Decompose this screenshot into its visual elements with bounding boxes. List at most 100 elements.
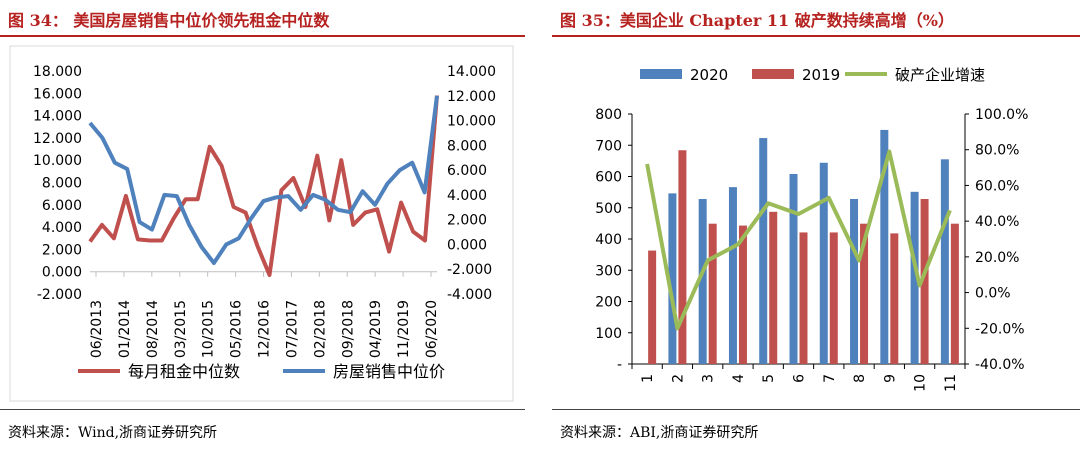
x-tick-label: 6 — [792, 374, 808, 383]
bar-2019-5 — [769, 211, 778, 364]
bar-2019-6 — [799, 232, 808, 364]
bar-2019-4 — [738, 225, 747, 364]
right-y-tick-label: 2.000 — [447, 213, 487, 229]
left-y-tick-label: 14.000 — [33, 109, 82, 125]
legend-label: 2019 — [802, 66, 840, 84]
right-figure-title: 图 35：美国企业 Chapter 11 破产数持续高增（%） — [560, 11, 954, 30]
x-tick-label: 4 — [731, 374, 747, 383]
left-y-tick-label: 6.000 — [42, 198, 82, 214]
right-figure-panel: 图 35：美国企业 Chapter 11 破产数持续高增（%） - 100 200 3… — [552, 0, 1080, 452]
legend-label: 破产企业增速 — [895, 66, 985, 84]
left-y-tick-label: 8.000 — [42, 176, 82, 192]
left-y-tick-label: 4.000 — [42, 220, 82, 236]
left-title-rule — [0, 35, 525, 37]
left-y-tick-label: 100 — [595, 326, 622, 342]
x-tick-label: 03/2015 — [173, 300, 189, 358]
bar-2019-10 — [920, 199, 929, 364]
x-tick-label: 9 — [882, 374, 898, 383]
right-y-tick-label: -2.000 — [447, 262, 492, 278]
left-y-tick-label: 600 — [595, 170, 622, 186]
x-tick-label: 11/2019 — [396, 300, 412, 358]
right-source-rule — [552, 409, 1080, 410]
bar-2020-7 — [819, 162, 828, 364]
x-tick-label: 05/2016 — [229, 300, 245, 358]
x-tick-label: 2 — [670, 374, 686, 383]
left-y-tick-label: 2.000 — [42, 242, 82, 258]
right-y-tick-label: 8.000 — [447, 138, 487, 154]
bar-2020-10 — [910, 191, 919, 364]
right-y-tick-label: 12.000 — [447, 89, 496, 105]
home-price-median-line — [88, 95, 439, 265]
right-y-tick-label: 60.0% — [975, 178, 1019, 194]
right-y-tick-label: -20.0% — [975, 321, 1025, 337]
right-y-tick-label: 40.0% — [975, 214, 1019, 230]
left-source-note: 资料来源：Wind,浙商证券研究所 — [8, 425, 218, 441]
right-y-tick-label: -4.000 — [447, 287, 492, 303]
x-tick-label: 04/2019 — [368, 300, 384, 358]
rent-vs-home-price-chart: -2.000 0.000 2.000 4.000 6.000 8.000 10.000 12.… — [9, 45, 514, 402]
left-y-tick-label: 200 — [595, 295, 622, 311]
right-y-tick-label: 20.0% — [975, 250, 1019, 266]
x-tick-label: 12/2016 — [257, 300, 273, 358]
bar-2020-11 — [940, 159, 949, 364]
bar-2020-9 — [880, 129, 889, 364]
x-tick-label: 06/2013 — [89, 300, 105, 358]
bar-2020-6 — [789, 174, 798, 364]
legend-label: 每月租金中位数 — [128, 362, 240, 381]
bar-2020-5 — [759, 138, 768, 364]
left-figure-title: 图 34： 美国房屋销售中位价领先租金中位数 — [8, 11, 330, 30]
right-title-rule — [552, 35, 1080, 37]
left-y-tick-label: 18.000 — [33, 64, 82, 80]
right-y-tick-label: 100.0% — [975, 107, 1028, 123]
right-y-tick-label: 14.000 — [447, 64, 496, 80]
x-tick-label: 3 — [701, 374, 717, 383]
left-source-rule — [0, 409, 525, 410]
left-y-tick-label: 300 — [595, 263, 622, 279]
x-tick-label: 06/2020 — [424, 300, 440, 358]
x-tick-label: 02/2018 — [312, 300, 328, 358]
x-tick-label: 11 — [943, 374, 959, 392]
left-y-tick-label: 700 — [595, 138, 622, 154]
bar-2019-8 — [860, 223, 869, 364]
x-tick-label: 07/2017 — [284, 300, 300, 358]
bar-2020-8 — [850, 199, 859, 364]
bar-2020-3 — [698, 199, 707, 364]
bar-2019-11 — [950, 223, 959, 364]
left-y-tick-label: 12.000 — [33, 131, 82, 147]
left-y-tick-label: 400 — [595, 232, 622, 248]
left-y-tick-label: - — [617, 357, 622, 373]
chart-area-border — [9, 45, 514, 402]
bar-2019-1 — [648, 250, 657, 364]
x-tick-label: 01/2014 — [117, 300, 133, 358]
x-tick-label: 5 — [761, 374, 777, 383]
x-tick-label: 09/2018 — [340, 300, 356, 358]
legend-label: 房屋销售中位价 — [333, 362, 445, 381]
bar-2019-3 — [708, 223, 717, 364]
bar-2020-4 — [728, 187, 737, 364]
legend-label: 2020 — [690, 66, 728, 84]
bar-2020-2 — [668, 193, 677, 364]
left-y-tick-label: 500 — [595, 201, 622, 217]
left-y-tick-label: 16.000 — [33, 86, 82, 102]
legend-swatch — [752, 69, 794, 79]
right-y-tick-label: -40.0% — [975, 357, 1025, 373]
left-y-tick-label: 10.000 — [33, 153, 82, 169]
left-y-tick-label: 0.000 — [42, 265, 82, 281]
x-tick-label: 10/2015 — [201, 300, 217, 358]
bar-2019-9 — [890, 233, 899, 364]
x-tick-label: 8 — [852, 374, 868, 383]
rent-median-line — [88, 95, 439, 277]
right-y-tick-label: 80.0% — [975, 143, 1019, 159]
chapter11-bankruptcy-chart: - 100 200 300 400 500 600 700 800 -40.0% -20.0% 0.0… — [595, 66, 1028, 392]
bar-2019-2 — [678, 150, 687, 364]
bar-2019-7 — [829, 232, 838, 364]
right-source-note: 资料来源：ABI,浙商证券研究所 — [560, 425, 759, 441]
x-tick-label: 10 — [913, 374, 929, 392]
right-y-tick-label: 10.000 — [447, 114, 496, 130]
x-tick-label: 1 — [640, 374, 656, 383]
left-y-tick-label: 800 — [595, 107, 622, 123]
x-tick-label: 08/2014 — [145, 300, 161, 358]
right-y-tick-label: 6.000 — [447, 163, 487, 179]
left-y-tick-label: -2.000 — [37, 287, 82, 303]
left-figure-panel: 图 34： 美国房屋销售中位价领先租金中位数 -2.000 0.000 2.000 4… — [0, 0, 525, 452]
